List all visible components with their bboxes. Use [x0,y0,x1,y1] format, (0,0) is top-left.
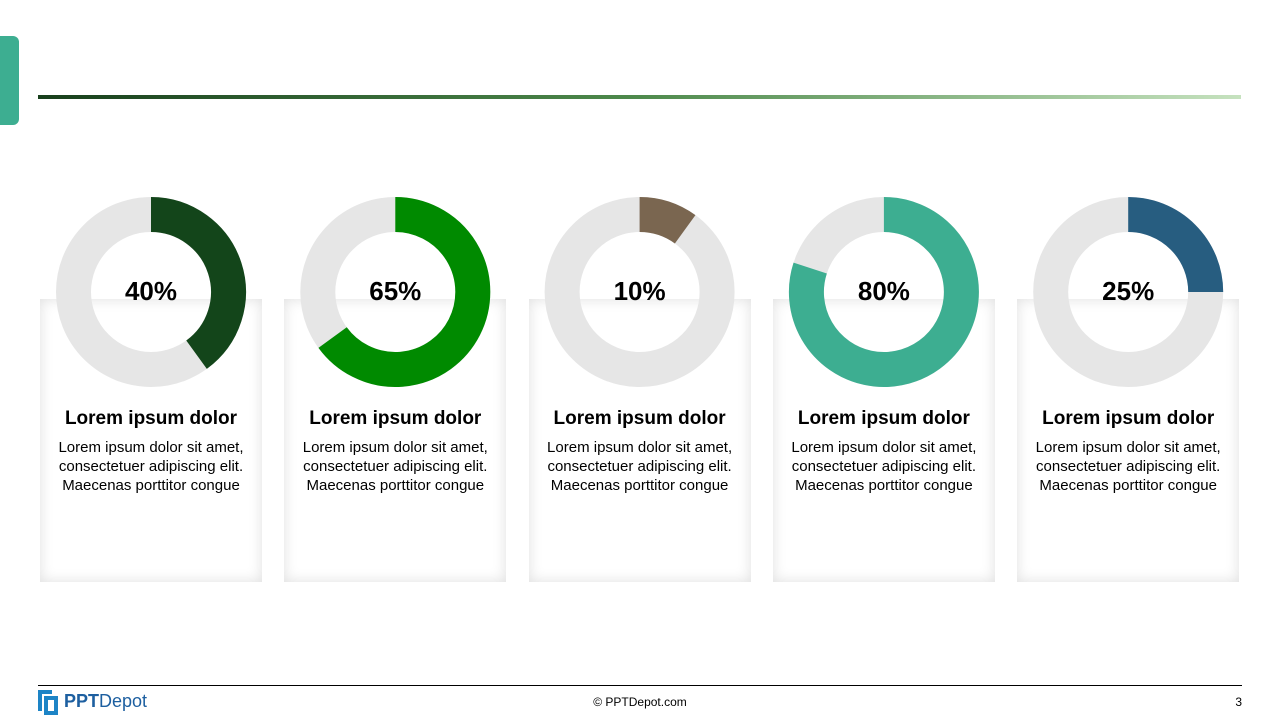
donut-label: 80% [858,276,910,306]
copyright: © PPTDepot.com [593,695,687,709]
card-text: Maecenas porttitor congue [551,477,729,494]
donut-arc [788,197,979,387]
card-text: consectetuer adipiscing elit. [547,458,731,475]
card-text: Maecenas porttitor congue [306,477,484,494]
card-text: Lorem ipsum dolor sit amet, [58,439,243,456]
brand-light: Depot [99,691,147,711]
donut-arc [318,197,491,387]
card-text: consectetuer adipiscing elit. [792,458,976,475]
card-text: Lorem ipsum dolor sit amet, [547,439,732,456]
logo-icon [38,690,58,715]
card-text: Maecenas porttitor congue [62,477,240,494]
card-title: Lorem ipsum dolor [1042,408,1215,429]
card-title: Lorem ipsum dolor [65,408,238,429]
card-text: consectetuer adipiscing elit. [1036,458,1220,475]
donut-label: 10% [614,276,666,306]
brand-bold: PPT [64,691,99,711]
card-title: Lorem ipsum dolor [798,408,971,429]
card-text: Maecenas porttitor congue [1039,477,1217,494]
card-text: Maecenas porttitor congue [795,477,973,494]
page-number: 3 [1235,695,1242,709]
card-text: Lorem ipsum dolor sit amet, [1036,439,1221,456]
card-text: Lorem ipsum dolor sit amet, [791,439,976,456]
card-title: Lorem ipsum dolor [554,408,727,429]
donut-label: 65% [369,276,421,306]
header-tab [0,36,19,125]
donut-arc [1127,197,1224,293]
card-text: Lorem ipsum dolor sit amet, [303,439,488,456]
logo-text: PPTDepot [64,691,147,711]
card-text: consectetuer adipiscing elit. [59,458,243,475]
header-rule [38,95,1241,99]
card-title: Lorem ipsum dolor [309,408,482,429]
donut-arc [638,197,696,244]
donut-label: 40% [125,276,177,306]
card-text: consectetuer adipiscing elit. [303,458,487,475]
donut-arc [150,197,246,369]
donut-label: 25% [1102,276,1154,306]
